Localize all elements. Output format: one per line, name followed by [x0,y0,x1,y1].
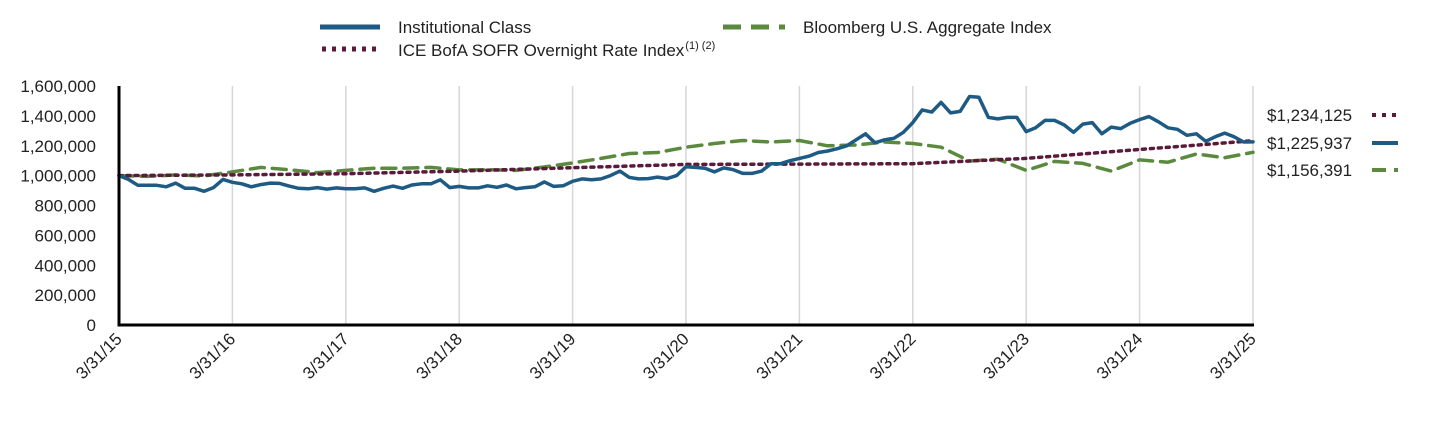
x-tick-label: 3/31/20 [639,329,693,383]
x-tick-label: 3/31/16 [186,329,240,383]
legend: Institutional Class Bloomberg U.S. Aggre… [320,18,1052,60]
x-axis-tick-labels: 3/31/15 3/31/16 3/31/17 3/31/18 3/31/19 3/31/… [72,329,1260,383]
y-tick-label: 1,600,000 [20,77,96,96]
end-label-1: $1,156,391 [1267,161,1352,180]
x-tick-label: 3/31/21 [753,329,807,383]
y-tick-label: 1,400,000 [20,107,96,126]
legend-label-bloomberg-aggregate: Bloomberg U.S. Aggregate Index [803,18,1052,37]
series-line-1 [117,138,1255,179]
legend-label-sofr-index-superscript: (1) (2) [685,40,715,52]
y-tick-label: 800,000 [35,197,96,216]
y-axis-tick-labels: 0 200,000 400,000 600,000 800,000 1,000,000 1,… [20,77,96,335]
y-tick-label: 1,000,000 [20,167,96,186]
x-tick-label: 3/31/23 [979,329,1033,383]
x-tick-label: 3/31/25 [1206,329,1260,383]
legend-label-sofr-index-text: ICE BofA SOFR Overnight Rate Index [398,41,685,60]
x-tick-label: 3/31/24 [1093,329,1147,383]
y-tick-label: 1,200,000 [20,137,96,156]
grid-lines [231,86,1254,325]
series-line-2 [117,138,1255,178]
y-tick-label: 200,000 [35,286,96,305]
axes [117,86,1254,327]
y-tick-label: 600,000 [35,226,96,245]
x-tick-label: 3/31/22 [866,329,920,383]
legend-label-sofr-index: ICE BofA SOFR Overnight Rate Index(1) (2… [398,40,715,60]
x-tick-label: 3/31/18 [412,329,466,383]
series-line-0 [117,94,1255,194]
series-lines [117,94,1255,194]
y-tick-label: 400,000 [35,256,96,275]
x-tick-label: 3/31/17 [299,329,353,383]
end-label-2: $1,234,125 [1267,106,1352,125]
legend-item-sofr-index: ICE BofA SOFR Overnight Rate Index(1) (2… [322,40,715,60]
y-tick-label: 0 [87,316,96,335]
legend-label-institutional-class: Institutional Class [398,18,531,37]
end-labels: $1,234,125 $1,225,937 $1,156,391 [1267,106,1398,180]
legend-item-bloomberg-aggregate: Bloomberg U.S. Aggregate Index [723,18,1052,37]
x-tick-label: 3/31/15 [72,329,126,383]
legend-item-institutional-class: Institutional Class [320,18,531,37]
x-tick-label: 3/31/19 [526,329,580,383]
end-label-0: $1,225,937 [1267,134,1352,153]
